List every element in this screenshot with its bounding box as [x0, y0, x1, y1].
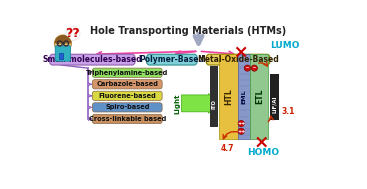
FancyArrow shape: [182, 93, 217, 113]
FancyBboxPatch shape: [92, 80, 162, 89]
FancyBboxPatch shape: [206, 54, 270, 65]
Wedge shape: [54, 35, 72, 43]
Bar: [59, 53, 63, 59]
Text: ITO: ITO: [211, 127, 217, 139]
Circle shape: [238, 120, 244, 127]
Text: Hole Transporting Materials (HTMs): Hole Transporting Materials (HTMs): [90, 26, 286, 36]
Text: Light: Light: [175, 93, 181, 114]
Text: --: --: [246, 65, 249, 70]
Text: Fluorene-based: Fluorene-based: [98, 93, 156, 99]
FancyBboxPatch shape: [92, 91, 162, 100]
Text: ??: ??: [66, 27, 80, 40]
Bar: [219, 54, 238, 139]
Text: Cross-linkable based: Cross-linkable based: [88, 116, 166, 122]
Bar: [210, 66, 218, 127]
Text: Spiro-based: Spiro-based: [105, 104, 149, 110]
Text: Polymer-Based: Polymer-Based: [139, 55, 204, 64]
Bar: [238, 54, 250, 139]
Bar: [250, 54, 268, 139]
Text: LUMO: LUMO: [270, 41, 299, 50]
Text: EML: EML: [242, 89, 247, 104]
FancyBboxPatch shape: [92, 68, 162, 77]
Circle shape: [54, 35, 72, 52]
Text: ++: ++: [237, 129, 245, 133]
FancyBboxPatch shape: [92, 114, 162, 124]
Text: 4.7: 4.7: [220, 144, 234, 153]
Text: HOMO: HOMO: [247, 148, 279, 157]
Circle shape: [66, 26, 80, 40]
Text: ETL: ETL: [255, 89, 264, 104]
Text: Triphenylamine-based: Triphenylamine-based: [86, 70, 168, 76]
Text: --: --: [252, 65, 257, 70]
Text: Small-molecules-based: Small-molecules-based: [43, 55, 142, 64]
Circle shape: [251, 65, 257, 71]
Circle shape: [238, 128, 244, 134]
FancyBboxPatch shape: [147, 54, 197, 65]
Bar: [270, 74, 279, 120]
Text: HTL: HTL: [224, 88, 233, 105]
Text: LiF/Al: LiF/Al: [272, 96, 277, 113]
Text: Metal-Oxide-Based: Metal-Oxide-Based: [197, 55, 279, 64]
Text: Carbazole-based: Carbazole-based: [96, 81, 158, 87]
Text: 3.1: 3.1: [281, 108, 295, 116]
FancyBboxPatch shape: [55, 46, 71, 61]
Text: ++: ++: [237, 121, 245, 126]
Circle shape: [244, 65, 250, 71]
FancyBboxPatch shape: [92, 103, 162, 112]
Text: ITO: ITO: [211, 99, 217, 109]
FancyBboxPatch shape: [50, 54, 135, 65]
